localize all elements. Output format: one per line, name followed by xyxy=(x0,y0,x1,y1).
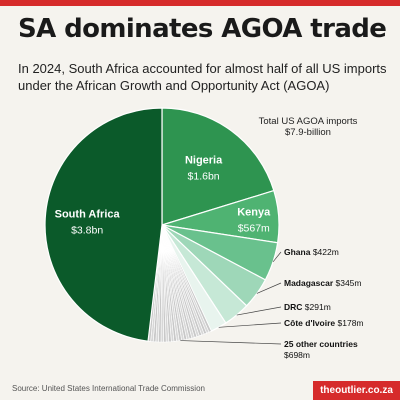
slice-south-africa xyxy=(44,107,163,342)
outer-label-drc: DRC $291m xyxy=(284,302,331,312)
leader-25-other-countries xyxy=(180,340,282,345)
source-note: Source: United States International Trad… xyxy=(12,384,205,393)
leader-c-te-d-ivoire xyxy=(218,322,282,328)
leader-madagascar xyxy=(256,282,282,294)
label-kenya: Kenya xyxy=(237,206,271,218)
outer-label-c-te-d-ivoire: Côte d'Ivoire $178m xyxy=(284,318,364,328)
page-title: SA dominates AGOA trade xyxy=(18,14,387,44)
leader-drc xyxy=(236,306,282,316)
value-south-africa: $3.8bn xyxy=(71,225,103,237)
page-subtitle: In 2024, South Africa accounted for almo… xyxy=(18,61,387,93)
label-south-africa: South Africa xyxy=(55,209,121,221)
total-value: $7.9-billion xyxy=(285,127,331,138)
leader-ghana xyxy=(272,251,282,263)
outer-value-25-other-countries: $698m xyxy=(284,350,310,360)
value-nigeria: $1.6bn xyxy=(188,171,220,183)
outer-label-ghana: Ghana $422m xyxy=(284,247,339,257)
slice-nigeria xyxy=(161,107,275,226)
value-kenya: $567m xyxy=(238,222,270,234)
label-nigeria: Nigeria xyxy=(185,155,223,167)
top-accent-bar xyxy=(0,0,400,6)
outer-label-madagascar: Madagascar $345m xyxy=(284,278,362,288)
brand-badge: theoutlier.co.za xyxy=(313,381,400,400)
total-label: Total US AGOA imports xyxy=(259,116,358,127)
outer-label-25-other-countries: 25 other countries xyxy=(284,339,358,349)
